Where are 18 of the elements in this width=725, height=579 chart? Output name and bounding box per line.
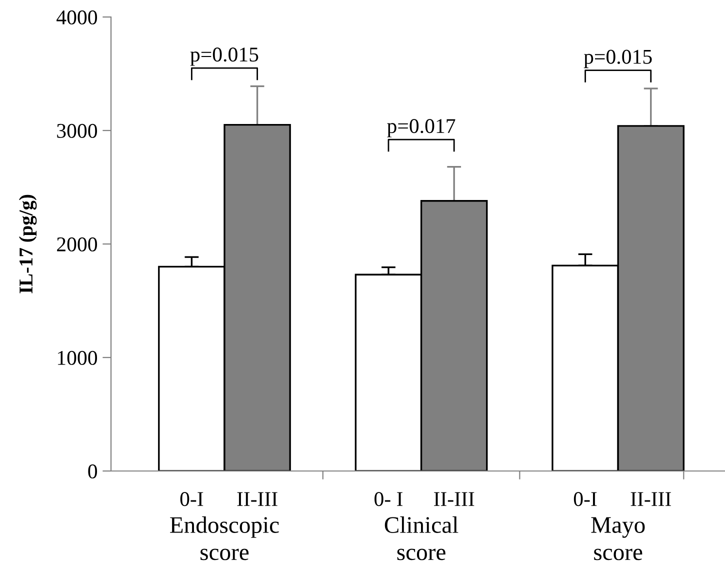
x-tick-label: II-III bbox=[237, 492, 278, 506]
y-tick-label: 1000 bbox=[58, 350, 98, 365]
y-tick-label: 3000 bbox=[57, 124, 98, 138]
x-tick-label: 0-I bbox=[574, 492, 597, 506]
x-tick-label: II-III bbox=[434, 492, 474, 506]
text: Endoscopic score bbox=[170, 516, 279, 560]
y-tick-label: 4000 bbox=[56, 10, 98, 24]
y-axis-title: IL-17 (pg/g) bbox=[18, 194, 37, 294]
y-tick-label: 2000 bbox=[57, 237, 98, 252]
text: Mayo score bbox=[591, 517, 645, 560]
annotation: p=0.015 bbox=[584, 50, 652, 68]
y-tick-label: 0 bbox=[88, 464, 98, 478]
x-tick-label: 0- I bbox=[374, 492, 402, 506]
x-tick-label: 0-I bbox=[180, 492, 204, 506]
x-tick-label: II-III bbox=[630, 492, 671, 506]
annotation: p=0.017 bbox=[387, 119, 456, 138]
annotation: p=0.015 bbox=[190, 48, 258, 66]
text: Clinical score bbox=[384, 516, 458, 560]
